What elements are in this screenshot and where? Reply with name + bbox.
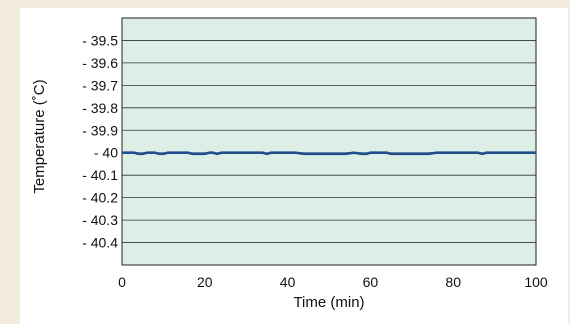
x-tick-label: 60 <box>363 274 379 290</box>
series-line <box>122 151 536 156</box>
y-tick-label: - 39.6 <box>82 55 118 71</box>
y-tick-label: - 40.2 <box>82 190 118 206</box>
x-tick-label: 80 <box>445 274 461 290</box>
y-tick-label: - 40.3 <box>82 212 118 228</box>
x-axis-label: Time (min) <box>293 294 364 311</box>
y-tick-label: - 39.7 <box>82 77 118 93</box>
y-axis-ticks: - 39.5 - 39.6 - 39.7 - 39.8 - 39.9 - 40 - 40.1… <box>82 32 118 250</box>
x-tick-label: 20 <box>197 274 213 290</box>
x-tick-label: 40 <box>280 274 296 290</box>
y-tick-label: - 39.5 <box>82 32 118 48</box>
x-tick-label: 100 <box>524 274 548 290</box>
chart-frame: - 39.5 - 39.6 - 39.7 - 39.8 - 39.9 - 40 - 40.1… <box>20 8 568 324</box>
y-tick-label: - 40 <box>94 145 118 161</box>
y-tick-label: - 40.1 <box>82 167 118 183</box>
plot-area <box>121 17 537 266</box>
y-axis-label: Temperature (˚C) <box>31 79 48 193</box>
x-tick-label: 0 <box>118 274 126 290</box>
x-axis-ticks: 0 20 40 60 80 100 <box>118 274 548 290</box>
y-tick-label: - 40.4 <box>82 235 118 251</box>
y-tick-label: - 39.9 <box>82 122 118 138</box>
temperature-line-chart: - 39.5 - 39.6 - 39.7 - 39.8 - 39.9 - 40 - 40.1… <box>31 17 548 311</box>
y-tick-label: - 39.8 <box>82 100 118 116</box>
